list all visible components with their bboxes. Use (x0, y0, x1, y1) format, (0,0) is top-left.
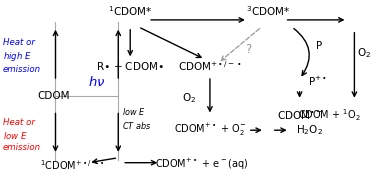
Text: P: P (316, 42, 322, 52)
Text: CDOM + $^1$O$_2$: CDOM + $^1$O$_2$ (298, 108, 361, 123)
Text: $h\nu$: $h\nu$ (88, 75, 106, 89)
Text: P$^{+\bullet}$: P$^{+\bullet}$ (308, 74, 327, 87)
Text: R$\bullet$ + CDOM$\bullet$: R$\bullet$ + CDOM$\bullet$ (96, 60, 164, 72)
Text: $^1$CDOM*: $^1$CDOM* (108, 4, 152, 18)
Text: O$_2$: O$_2$ (182, 91, 196, 105)
Text: CDOM$^{\bullet-}$: CDOM$^{\bullet-}$ (277, 108, 322, 121)
Text: CDOM: CDOM (37, 91, 70, 101)
Text: CDOM$^{+\bullet}$ + O$_2^{-}$: CDOM$^{+\bullet}$ + O$_2^{-}$ (174, 122, 246, 138)
Text: low $E$
$CT$ abs: low $E$ $CT$ abs (122, 106, 152, 131)
Text: $^1$CDOM$^{+\bullet/-\bullet}$: $^1$CDOM$^{+\bullet/-\bullet}$ (40, 158, 105, 172)
Text: $^3$CDOM*: $^3$CDOM* (246, 4, 290, 18)
Text: Heat or
low $E$
emission: Heat or low $E$ emission (3, 118, 41, 152)
Text: H$_2$O$_2$: H$_2$O$_2$ (296, 123, 323, 137)
Text: ?: ? (245, 43, 251, 56)
Text: O$_2$: O$_2$ (357, 46, 372, 60)
Text: CDOM$^{+\bullet/-\bullet}$: CDOM$^{+\bullet/-\bullet}$ (178, 59, 242, 73)
Text: CDOM$^{+\bullet}$ + e$^-$(aq): CDOM$^{+\bullet}$ + e$^-$(aq) (155, 157, 249, 172)
Text: Heat or
high $E$
emission: Heat or high $E$ emission (3, 38, 41, 74)
